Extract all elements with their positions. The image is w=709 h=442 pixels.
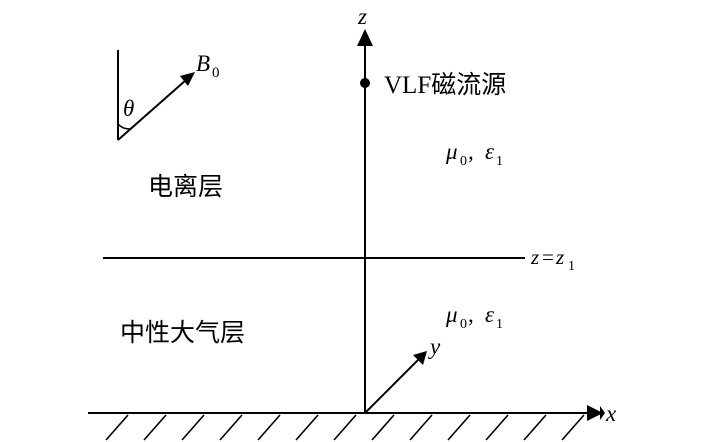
lower-mu-subscript: 0 <box>460 317 467 332</box>
b0-vector-arrowhead <box>180 72 195 86</box>
y-axis <box>364 359 419 414</box>
upper-eps-symbol: ε <box>485 139 495 164</box>
lower-separator: , <box>468 302 474 327</box>
upper-mu-symbol: μ <box>445 139 458 164</box>
x-axis-arrowhead-tip <box>587 405 603 421</box>
x-axis-label: x <box>605 401 617 426</box>
neutral-atmosphere-label: 中性大气层 <box>120 319 245 347</box>
boundary-label-sub: 1 <box>568 259 575 274</box>
lower-mu-symbol: μ <box>445 302 458 327</box>
theta-label: θ <box>123 96 134 121</box>
z-axis-arrowhead <box>357 29 373 46</box>
ground-hatching <box>105 414 585 441</box>
boundary-label-var: z <box>530 245 539 269</box>
lower-eps-symbol: ε <box>485 302 495 327</box>
vlf-source-label: VLF磁流源 <box>384 71 506 99</box>
boundary-label-rhs: z <box>555 245 564 269</box>
y-axis-label: y <box>428 334 441 359</box>
lower-eps-subscript: 1 <box>496 317 503 332</box>
y-axis-arrowhead <box>413 351 427 365</box>
b0-label: B <box>196 51 210 76</box>
b0-vector <box>117 79 187 141</box>
theta-angle-arc <box>117 123 131 130</box>
boundary-label-eq: = <box>542 245 554 269</box>
z-axis-label: z <box>357 4 367 29</box>
vlf-source-dot <box>360 78 370 88</box>
upper-eps-subscript: 1 <box>496 154 503 169</box>
upper-separator: , <box>468 139 474 164</box>
b0-subscript: 0 <box>212 65 220 81</box>
ionosphere-label: 电离层 <box>148 173 223 201</box>
upper-mu-subscript: 0 <box>460 154 467 169</box>
